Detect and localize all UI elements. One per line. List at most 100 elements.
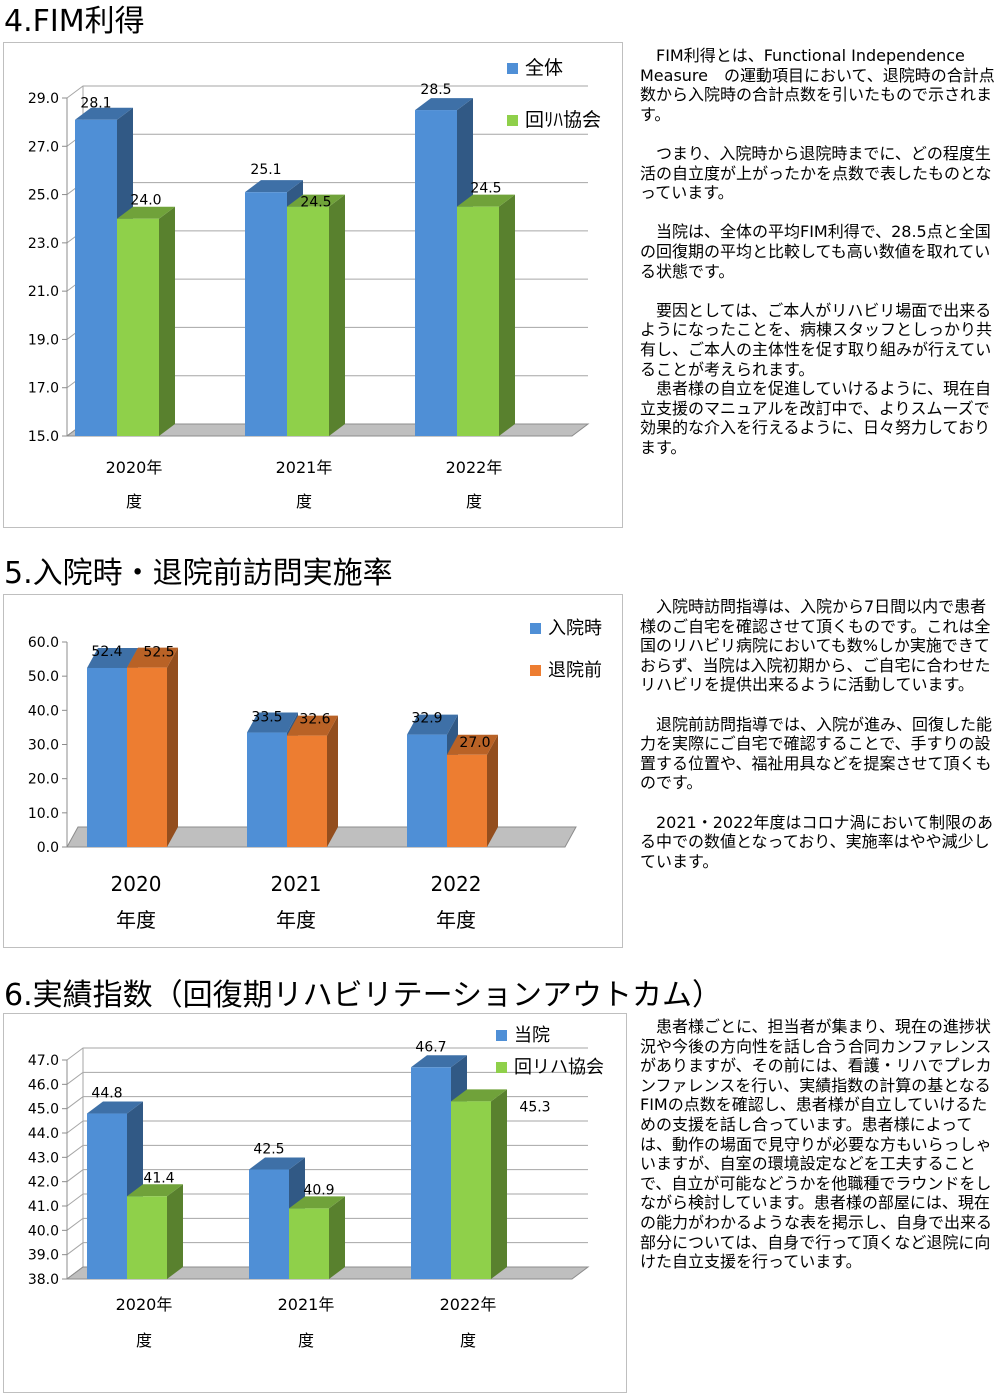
data-label: 45.3: [519, 1099, 550, 1115]
description-paragraph: 退院前訪問指導では、入院が進み、回復した能力を実際にご自宅で確認することで、手す…: [640, 714, 993, 793]
bar-top: [447, 734, 498, 755]
description-paragraph: FIM利得とは、Functional Independence Measure …: [640, 46, 995, 124]
y-tick-label: 17.0: [28, 381, 59, 397]
bar-side: [167, 1184, 183, 1279]
y-tick-label: 0.0: [37, 840, 59, 856]
bar: [415, 110, 457, 437]
bar-top: [127, 1184, 183, 1197]
bar: [117, 218, 159, 436]
legend-label: 当院: [514, 1025, 550, 1046]
legend-swatch: [530, 665, 541, 676]
gridline: [66, 85, 588, 99]
description-paragraph: 要因としては、ご本人がリハビリ場面で出来るようになったことを、病棟スタッフとしっ…: [640, 300, 993, 379]
bar-side: [499, 194, 515, 436]
description-paragraph: 入院時訪問指導は、入院から7日間以内で患者様のご自宅を確認させて頂くものです。こ…: [640, 597, 991, 695]
bar: [287, 206, 329, 436]
description-paragraph: 患者様の自立を促進していけるように、現在自立支援のマニュアルを改訂中で、よりスム…: [640, 379, 992, 457]
description-paragraph: 当院は、全体の平均FIM利得で、28.5点と全国の回復期の平均と比較しても高い数…: [640, 222, 991, 281]
x-tick-label: 2022年: [446, 458, 503, 477]
section-title-performance-index: 6.実績指数（回復期リハビリテーションアウトカム）: [4, 978, 723, 1013]
bar: [87, 667, 127, 847]
data-label: 32.6: [299, 712, 330, 728]
performance-index-description: 患者様ごとに、担当者が集まり、現在の進捗状況や今後の方向性を話し合う合同カンファ…: [640, 1017, 998, 1272]
y-tick-label: 47.0: [28, 1053, 59, 1069]
bar: [289, 1208, 329, 1279]
data-label: 52.5: [143, 645, 174, 661]
x-tick-label: 2020年: [116, 1295, 173, 1314]
legend-label: 回リハ協会: [514, 1057, 604, 1078]
gridline: [66, 1047, 588, 1061]
visit-rate-chart: 0.0 10.0 20.0 30.0 40.0 50.0 60.0 52.4 52.5 2020 年…: [3, 594, 623, 948]
bar-top: [407, 714, 458, 735]
fim-gain-chart-svg: 15.0 17.0 19.0 21.0 23.0 25.0 27.0 29.0 28.1 24.0…: [28, 57, 601, 511]
bar-side: [329, 1196, 345, 1279]
legend-swatch: [496, 1062, 507, 1073]
bar: [247, 732, 287, 847]
bar-top: [117, 206, 175, 219]
y-tick-label: 10.0: [28, 806, 59, 822]
performance-index-chart: 38.0 39.0 40.0 41.0 42.0 43.0 44.0 45.0 46.0 47.0…: [3, 1013, 627, 1393]
y-tick-label: 21.0: [28, 284, 59, 300]
bar-top: [411, 1055, 467, 1068]
fim-gain-chart: 15.0 17.0 19.0 21.0 23.0 25.0 27.0 29.0 28.1 24.0…: [3, 42, 623, 528]
legend-swatch: [530, 623, 541, 634]
gridline: [66, 133, 588, 147]
x-tick-label: 度: [298, 1331, 314, 1350]
y-tick-label: 39.0: [28, 1248, 59, 1264]
bar: [127, 1196, 167, 1279]
section-title-visit-rate: 5.入院時・退院前訪問実施率: [4, 556, 393, 591]
data-label: 52.4: [91, 644, 122, 660]
bar: [451, 1101, 491, 1279]
y-tick-label: 43.0: [28, 1150, 59, 1166]
x-tick-label: 2020: [111, 872, 162, 896]
fim-gain-description: FIM利得とは、Functional Independence Measure …: [640, 46, 998, 457]
x-tick-label: 度: [136, 1331, 152, 1350]
bar-side: [487, 734, 498, 847]
bar: [407, 734, 447, 847]
data-label: 27.0: [459, 735, 490, 751]
data-label: 44.8: [91, 1086, 122, 1102]
description-paragraph: 患者様ごとに、担当者が集まり、現在の進捗状況や今後の方向性を話し合う合同カンファ…: [640, 1017, 993, 1272]
x-tick-label: 年度: [436, 908, 476, 932]
gridline: [66, 1071, 588, 1085]
y-tick-label: 30.0: [28, 738, 59, 754]
data-label: 46.7: [415, 1039, 446, 1055]
bar-side: [491, 1089, 507, 1279]
y-tick-label: 27.0: [28, 139, 59, 155]
gridline: [66, 1144, 588, 1158]
data-label: 40.9: [303, 1182, 334, 1198]
bar-top: [289, 1196, 345, 1209]
x-tick-label: 2022: [431, 872, 482, 896]
legend-label: 全体: [525, 57, 563, 79]
description-paragraph: 2021・2022年度はコロナ渦において制限のある中での数値となっており、実施率…: [640, 812, 993, 871]
legend-swatch: [496, 1030, 507, 1041]
bar-top: [75, 107, 133, 120]
gridline: [66, 1120, 588, 1134]
y-tick-label: 40.0: [28, 703, 59, 719]
y-tick-label: 25.0: [28, 188, 59, 204]
data-label: 25.1: [250, 162, 281, 178]
data-label: 32.9: [411, 711, 442, 727]
x-tick-label: 度: [296, 492, 312, 511]
legend-label: 退院前: [548, 660, 602, 681]
y-tick-label: 44.0: [28, 1126, 59, 1142]
bar-side: [167, 647, 178, 847]
y-tick-label: 46.0: [28, 1077, 59, 1093]
data-label: 24.5: [300, 195, 331, 211]
bar-top: [127, 647, 178, 668]
bar-top: [415, 98, 473, 111]
x-tick-label: 2021年: [278, 1295, 335, 1314]
bar: [411, 1067, 451, 1279]
x-tick-label: 2022年: [440, 1295, 497, 1314]
bar-top: [249, 1157, 305, 1170]
bar-top: [457, 194, 515, 207]
y-tick-label: 23.0: [28, 236, 59, 252]
bar: [245, 192, 287, 436]
legend-label: 回ﾘﾊ協会: [525, 109, 601, 131]
data-label: 24.5: [470, 181, 501, 197]
legend-label: 入院時: [548, 618, 602, 639]
x-tick-label: 2020年: [106, 458, 163, 477]
performance-index-chart-svg: 38.0 39.0 40.0 41.0 42.0 43.0 44.0 45.0 46.0 47.0…: [28, 1025, 604, 1350]
data-label: 41.4: [143, 1170, 174, 1186]
section-title-fim-gain: 4.FIM利得: [4, 4, 145, 39]
